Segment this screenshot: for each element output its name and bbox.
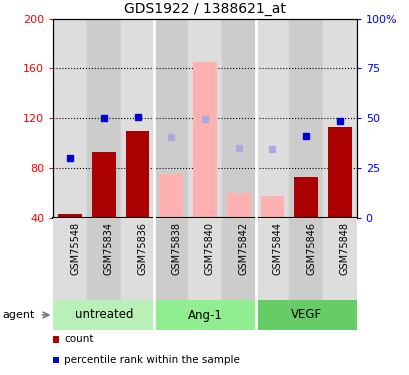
Title: GDS1922 / 1388621_at: GDS1922 / 1388621_at — [124, 2, 285, 16]
Bar — [327, 127, 351, 218]
Bar — [159, 174, 183, 217]
Bar — [87, 217, 120, 300]
Text: count: count — [64, 334, 93, 344]
Text: GSM75844: GSM75844 — [272, 222, 282, 274]
Bar — [53, 217, 87, 300]
Bar — [294, 177, 317, 218]
Text: Ang-1: Ang-1 — [187, 309, 222, 321]
Bar — [260, 196, 283, 217]
Bar — [58, 214, 82, 217]
Text: untreated: untreated — [74, 309, 133, 321]
Bar — [193, 62, 216, 217]
Bar — [154, 217, 188, 300]
Bar — [255, 217, 289, 300]
Text: agent: agent — [2, 310, 34, 320]
Text: GSM75842: GSM75842 — [238, 222, 248, 275]
Bar — [322, 19, 356, 217]
Bar — [226, 193, 250, 217]
Text: GSM75834: GSM75834 — [103, 222, 114, 274]
Bar — [188, 217, 221, 300]
Bar — [53, 19, 87, 217]
Bar — [221, 19, 255, 217]
Bar — [289, 217, 322, 300]
Text: percentile rank within the sample: percentile rank within the sample — [64, 355, 239, 365]
Bar — [255, 300, 356, 330]
Bar — [289, 19, 322, 217]
Bar — [126, 130, 149, 218]
Bar — [120, 217, 154, 300]
Text: GSM75838: GSM75838 — [171, 222, 181, 274]
Bar — [87, 19, 120, 217]
Bar — [92, 152, 115, 217]
Bar — [188, 19, 221, 217]
Text: GSM75836: GSM75836 — [137, 222, 147, 274]
Bar — [53, 300, 154, 330]
Bar — [154, 19, 188, 217]
Bar — [322, 217, 356, 300]
Bar — [154, 300, 255, 330]
Bar — [120, 19, 154, 217]
Text: VEGF: VEGF — [290, 309, 321, 321]
Bar — [221, 217, 255, 300]
Text: GSM75548: GSM75548 — [70, 222, 80, 275]
Text: GSM75848: GSM75848 — [339, 222, 349, 274]
Text: GSM75840: GSM75840 — [204, 222, 214, 274]
Text: GSM75846: GSM75846 — [306, 222, 315, 274]
Bar — [255, 19, 289, 217]
